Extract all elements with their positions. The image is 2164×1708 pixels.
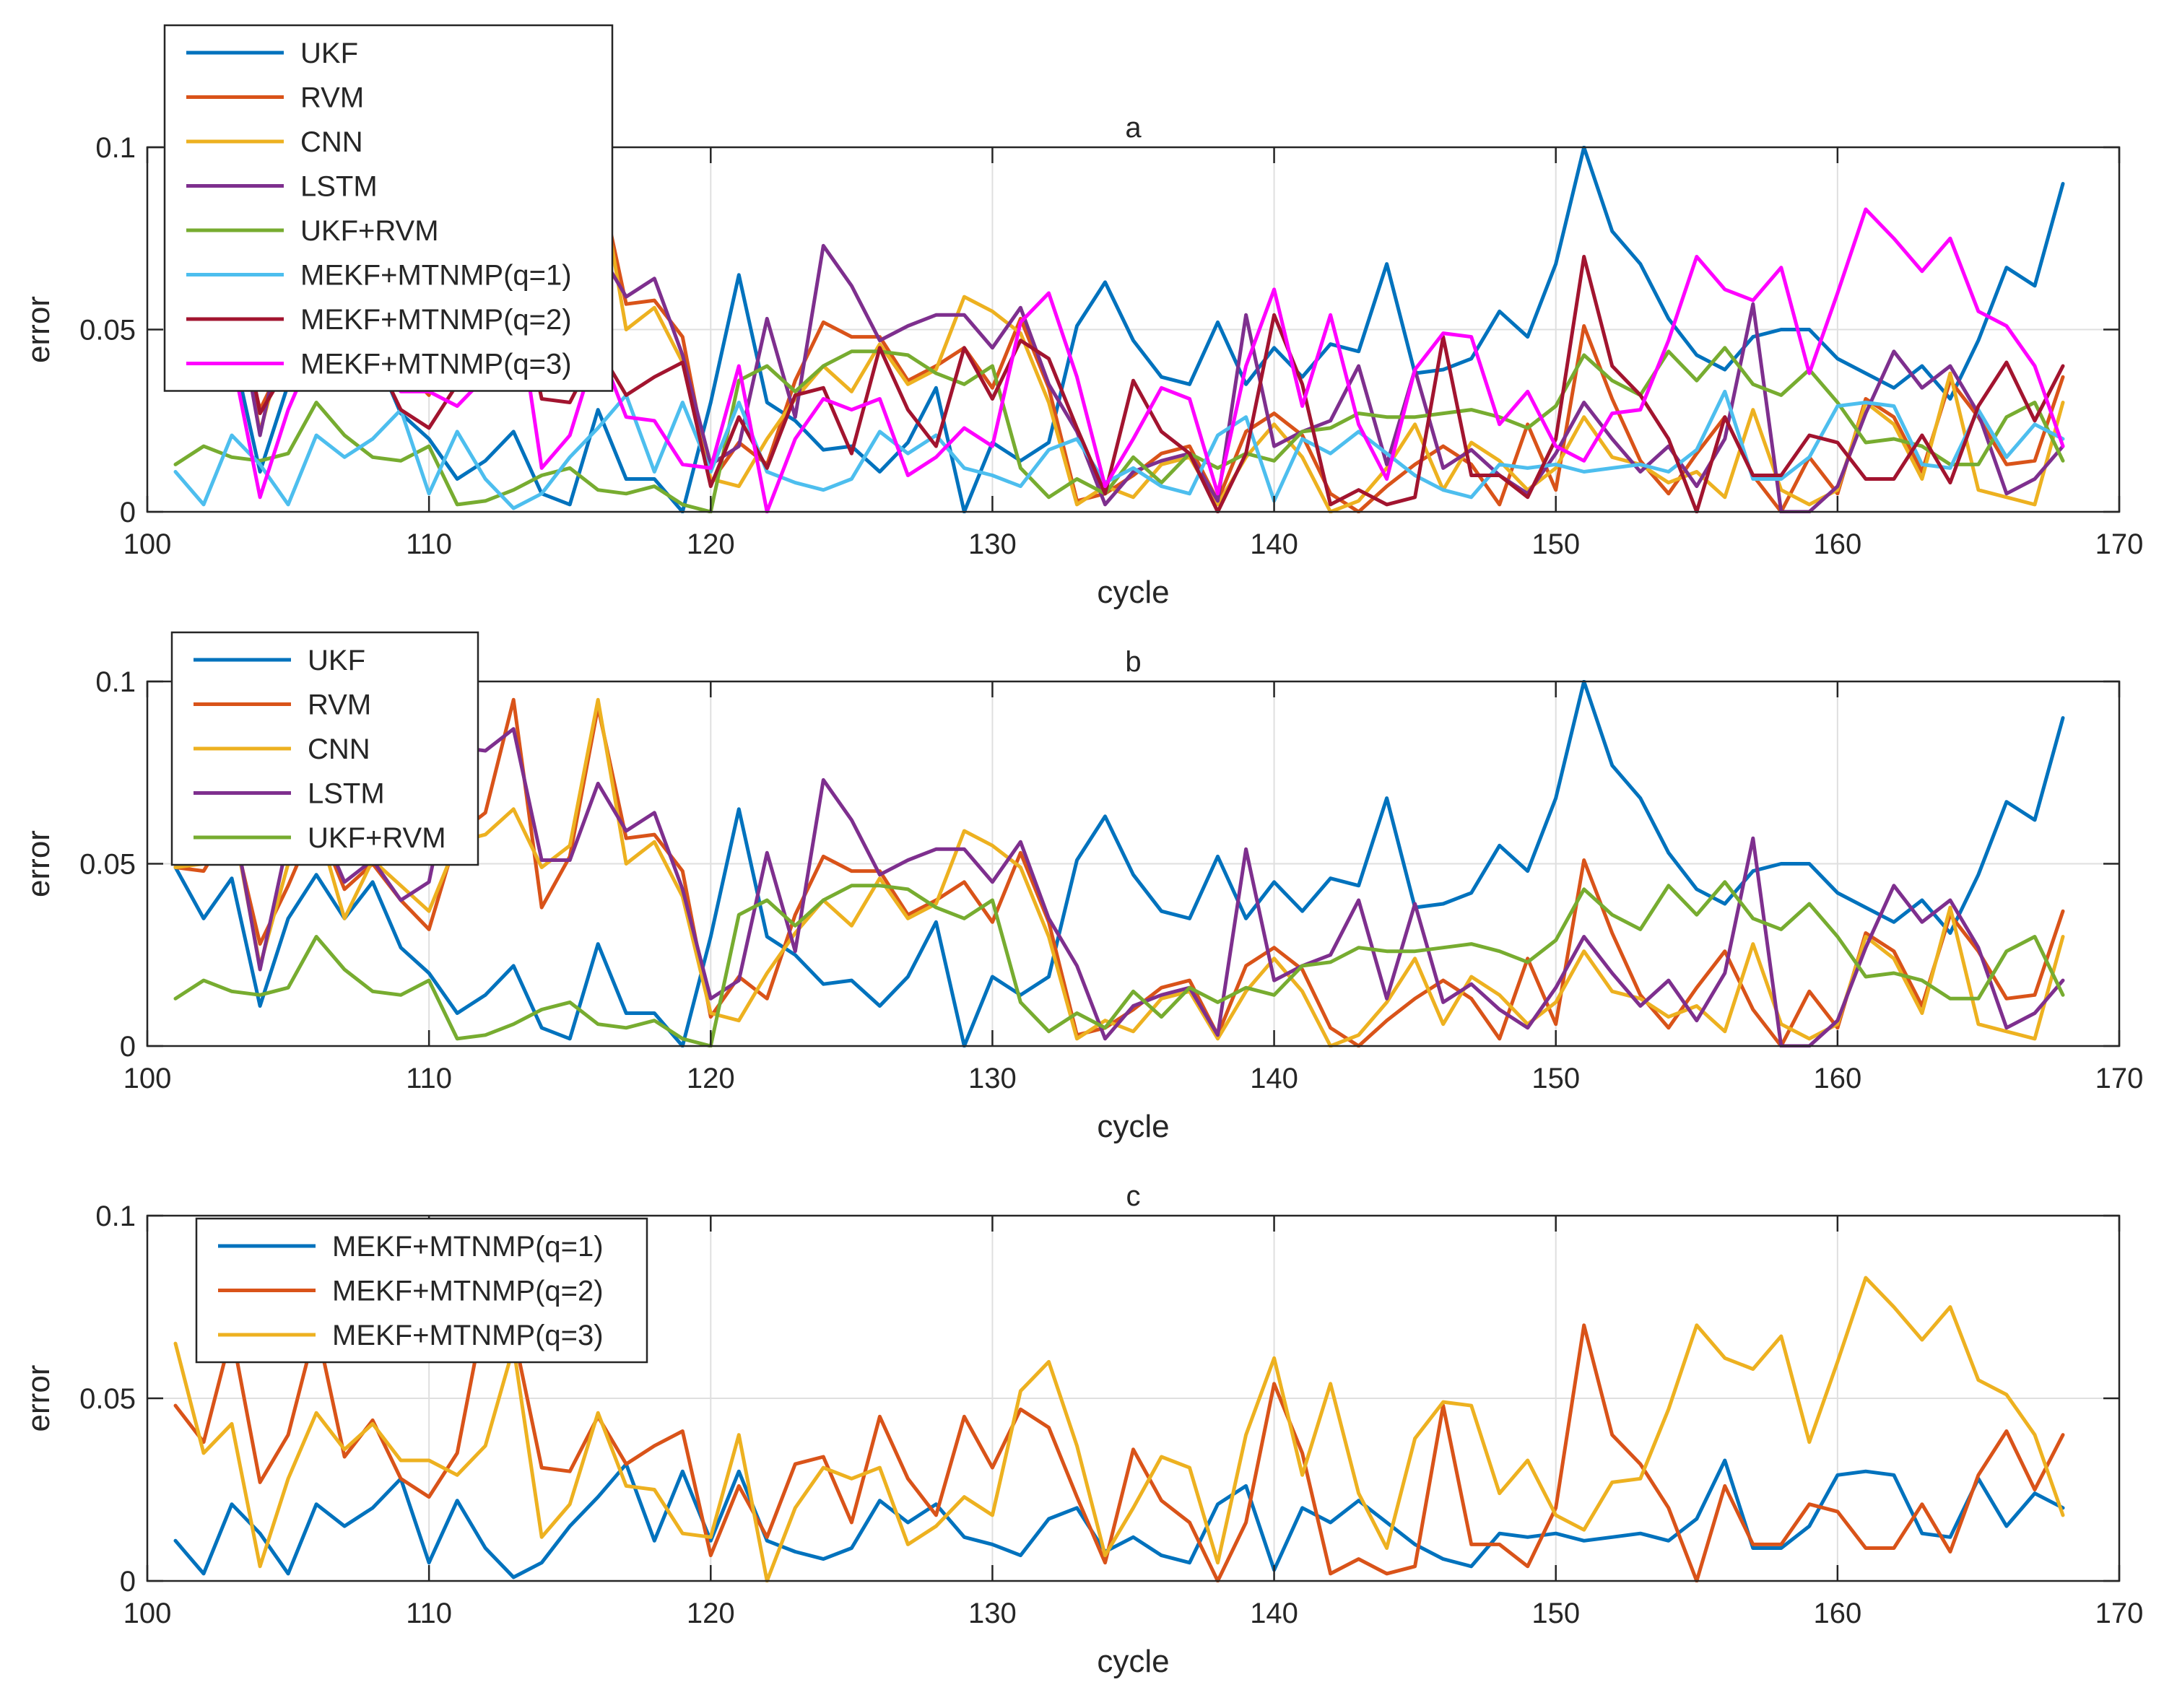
x-tick-label: 170 xyxy=(2095,528,2144,560)
series-line-ukf xyxy=(173,680,2065,1047)
x-tick-label: 160 xyxy=(1813,528,1861,560)
series-line-rvm xyxy=(173,697,2065,1047)
legend-label: MEKF+MTNMP(q=2) xyxy=(332,1276,604,1307)
x-tick-label: 100 xyxy=(123,1598,172,1629)
x-axis-label: cycle xyxy=(1097,575,1169,610)
x-tick-label: 110 xyxy=(406,1063,452,1094)
x-tick-label: 120 xyxy=(687,1063,735,1094)
x-tick-label: 130 xyxy=(968,1063,1017,1094)
legend-label: CNN xyxy=(300,126,363,158)
legend-label: LSTM xyxy=(308,778,385,810)
series-group xyxy=(173,680,2065,1047)
x-tick-label: 150 xyxy=(1531,1598,1580,1629)
x-tick-label: 120 xyxy=(687,528,735,560)
y-axis-label: error xyxy=(21,830,56,897)
x-axis-label: cycle xyxy=(1097,1109,1169,1144)
x-tick-label: 170 xyxy=(2095,1063,2144,1094)
y-tick-label: 0.1 xyxy=(95,666,136,698)
legend-label: CNN xyxy=(308,733,370,765)
x-tick-label: 100 xyxy=(123,528,172,560)
x-tick-label: 150 xyxy=(1531,1063,1580,1094)
legend-label: MEKF+MTNMP(q=3) xyxy=(300,349,572,380)
y-tick-label: 0 xyxy=(120,1031,136,1063)
panel-title: a xyxy=(1125,112,1142,144)
legend-label: UKF xyxy=(308,645,365,676)
x-tick-label: 130 xyxy=(968,528,1017,560)
x-tick-label: 140 xyxy=(1250,1063,1298,1094)
x-axis-label: cycle xyxy=(1097,1644,1169,1679)
y-axis-label: error xyxy=(21,296,56,363)
x-tick-label: 140 xyxy=(1250,528,1298,560)
series-line-ukf-rvm xyxy=(173,880,2065,1047)
x-tick-label: 160 xyxy=(1813,1598,1861,1629)
legend: UKF RVM CNN LSTM UKF+RVM xyxy=(170,631,479,866)
x-tick-label: 110 xyxy=(406,528,452,560)
legend-label: LSTM xyxy=(300,171,378,203)
legend-label: RVM xyxy=(300,82,364,114)
series-line-cnn xyxy=(173,697,2065,1047)
panel-c: 100 110 120 130 140 150 160 170 0 0.05 0.1 c cycle er… xyxy=(21,1180,2143,1679)
legend-label: MEKF+MTNMP(q=1) xyxy=(300,260,572,292)
y-tick-label: 0 xyxy=(120,497,136,528)
legend-label: MEKF+MTNMP(q=2) xyxy=(300,304,572,336)
y-tick-label: 0.1 xyxy=(95,132,136,164)
panel-title: c xyxy=(1126,1180,1141,1212)
series-line-ukf xyxy=(173,146,2065,513)
legend-label: UKF+RVM xyxy=(308,822,446,854)
y-tick-label: 0.05 xyxy=(79,1383,136,1415)
x-tick-label: 150 xyxy=(1531,528,1580,560)
y-axis-label: error xyxy=(21,1365,56,1432)
panel-a: 100 110 120 130 140 150 160 170 0 0.05 0.1 a cycle er… xyxy=(21,24,2144,610)
series-line-mekf-mtnmp-q-3 xyxy=(173,1276,2065,1582)
legend-box xyxy=(163,24,614,392)
x-tick-label: 110 xyxy=(406,1598,452,1629)
panel-title: b xyxy=(1125,646,1141,678)
legend: UKF RVM CNN LSTM UKF+RVM MEKF+MTNMP(q=1) MEKF+… xyxy=(163,24,614,392)
x-tick-label: 160 xyxy=(1813,1063,1861,1094)
y-tick-label: 0 xyxy=(120,1566,136,1598)
x-tick-label: 130 xyxy=(968,1598,1017,1629)
legend-label: UKF+RVM xyxy=(300,215,439,247)
legend-label: MEKF+MTNMP(q=3) xyxy=(332,1320,604,1351)
panel-b: 100 110 120 130 140 150 160 170 0 0.05 0.1 b cycle er… xyxy=(21,631,2144,1144)
x-tick-label: 170 xyxy=(2095,1598,2144,1629)
y-tick-label: 0.1 xyxy=(95,1201,136,1232)
y-tick-label: 0.05 xyxy=(79,849,136,881)
series-line-lstm xyxy=(173,727,2065,1047)
x-tick-label: 120 xyxy=(687,1598,735,1629)
x-tick-label: 140 xyxy=(1250,1598,1298,1629)
legend-label: UKF xyxy=(300,38,358,69)
legend-label: RVM xyxy=(308,689,371,721)
x-tick-label: 100 xyxy=(123,1063,172,1094)
legend: MEKF+MTNMP(q=1) MEKF+MTNMP(q=2) MEKF+MTNMP… xyxy=(195,1217,648,1364)
legend-label: MEKF+MTNMP(q=1) xyxy=(332,1231,604,1263)
y-tick-label: 0.05 xyxy=(79,315,136,347)
